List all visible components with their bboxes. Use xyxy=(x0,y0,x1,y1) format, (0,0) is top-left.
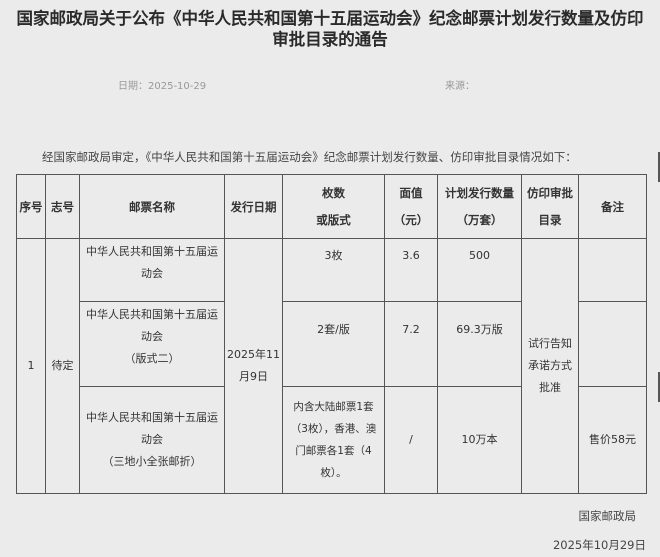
header-cell: 序号 xyxy=(16,174,46,239)
header-cell: 枚数 或版式 xyxy=(282,174,385,239)
header-cell: 计划发行数量 （万套） xyxy=(437,174,522,239)
table-row: 中华人民共和国第十五届运动会 （三地小全张邮折） 内含大陆邮票1套（3枚），香港… xyxy=(17,386,647,494)
note-cell xyxy=(578,301,647,387)
count-cell: 内含大陆邮票1套（3枚），香港、澳门邮票各1套（4枚）。 xyxy=(282,386,385,494)
quantity-cell: 500 xyxy=(437,238,522,302)
table-row: 1 待定 中华人民共和国第十五届运动会 2025年11月9日 3枚 3.6 50… xyxy=(16,238,647,494)
name-cell: 中华人民共和国第十五届运动会 （版式二） xyxy=(79,301,225,387)
table-header-row: 序号 志号 邮票名称 发行日期 枚数 或版式 面值 （元） 计划发行数量 （万套… xyxy=(16,174,647,239)
page-title: 国家邮政局关于公布《中华人民共和国第十五届运动会》纪念邮票计划发行数量及仿印审批… xyxy=(16,9,644,49)
header-cell: 邮票名称 xyxy=(79,174,225,239)
seq-cell: 1 xyxy=(16,238,46,494)
stamp-table: 序号 志号 邮票名称 发行日期 枚数 或版式 面值 （元） 计划发行数量 （万套… xyxy=(16,174,647,494)
issue-date-cell: 2025年11月9日 xyxy=(224,238,283,494)
scrollbar[interactable] xyxy=(658,152,660,182)
footer-date: 2025年10月29日 xyxy=(552,538,646,552)
quantity-cell: 10万本 xyxy=(437,386,522,494)
header-cell: 志号 xyxy=(45,174,80,239)
count-cell: 2套/版 xyxy=(282,301,385,387)
face-value-cell: / xyxy=(384,386,438,494)
face-value-cell: 3.6 xyxy=(384,238,438,302)
name-cell: 中华人民共和国第十五届运动会 （三地小全张邮折） xyxy=(79,386,225,494)
quantity-cell: 69.3万版 xyxy=(437,301,522,387)
intro-paragraph: 经国家邮政局审定，《中华人民共和国第十五届运动会》纪念邮票计划发行数量、仿印审批… xyxy=(42,150,577,164)
header-cell: 备注 xyxy=(578,174,647,239)
code-cell: 待定 xyxy=(45,238,80,494)
approval-cell: 试行告知承诺方式批准 xyxy=(521,238,579,494)
note-cell: 售价58元 xyxy=(578,386,647,494)
name-cell: 中华人民共和国第十五届运动会 xyxy=(79,238,225,302)
source-label: 来源： xyxy=(445,81,475,92)
face-value-cell: 7.2 xyxy=(384,301,438,387)
header-cell: 仿印审批 目录 xyxy=(521,174,579,239)
header-cell: 面值 （元） xyxy=(384,174,438,239)
publish-date: 日期：2025-10-29 xyxy=(118,81,207,92)
note-cell xyxy=(578,238,647,302)
count-cell: 3枚 xyxy=(282,238,385,302)
header-cell: 发行日期 xyxy=(224,174,283,239)
table-row: 中华人民共和国第十五届运动会 （版式二） 2套/版 7.2 69.3万版 xyxy=(17,301,647,387)
issuer-signature: 国家邮政局 xyxy=(578,509,637,523)
scrollbar[interactable] xyxy=(658,372,660,402)
